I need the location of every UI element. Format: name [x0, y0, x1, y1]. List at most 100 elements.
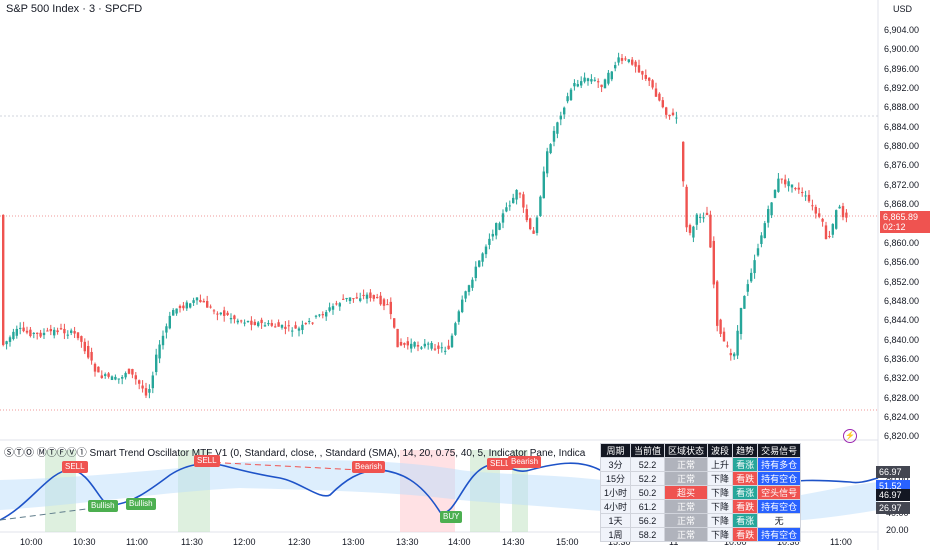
candle-body [223, 310, 226, 316]
candle-body [53, 329, 56, 336]
symbol-title[interactable]: S&P 500 Index · 3 · SPCFD [6, 3, 143, 15]
time-tick-label: 15:30 [608, 537, 631, 547]
candle-body [76, 332, 80, 339]
table-row: 15分 52.2 正常 下降 看跌 持有空仓 [599, 471, 802, 486]
candle-body [573, 83, 576, 87]
candle-body [365, 294, 369, 299]
price-tick-label: 6,880.00 [884, 141, 920, 152]
candle-body [202, 300, 205, 303]
time-tick-label: 11:00 [126, 537, 148, 547]
candle-body [675, 117, 678, 119]
price-tick-label: 6,860.00 [884, 237, 920, 248]
candle-body [393, 318, 396, 328]
price-tick-label: 6,892.00 [884, 83, 920, 94]
candle-body [304, 323, 307, 325]
candle-body [549, 144, 552, 154]
candle-body [685, 186, 688, 228]
candle-body [518, 193, 522, 195]
table-cell: 看跌 [732, 499, 759, 514]
candle-body [838, 206, 841, 209]
candle-body [736, 330, 739, 356]
candle-body [70, 330, 73, 333]
candle-body [185, 302, 188, 309]
candle-body [308, 320, 311, 322]
candle-body [2, 214, 5, 345]
table-cell: 56.2 [630, 513, 666, 528]
price-tick-label: 6,868.00 [884, 199, 920, 210]
candle-body [253, 321, 256, 326]
time-tick-label: 11:30 [181, 537, 203, 547]
time-tick-label: 13:00 [342, 537, 365, 547]
candle-body [15, 328, 18, 336]
table-cell: 下降 [707, 499, 734, 514]
candle-body [362, 294, 365, 296]
candle-body [134, 375, 137, 380]
candle-body [104, 374, 107, 376]
signal-tag: Bearish [508, 456, 542, 468]
candle-body [372, 295, 375, 299]
price-tick-label: 6,900.00 [884, 44, 920, 55]
candle-body [36, 332, 39, 334]
candle-body [182, 305, 185, 309]
candle-body [586, 78, 590, 82]
candle-body [488, 238, 491, 245]
table-header: 趋势 [732, 443, 759, 458]
candle-body [420, 347, 423, 349]
candle-body [454, 323, 457, 335]
candle-body [161, 335, 165, 346]
candle-body [535, 217, 539, 234]
candle-body [338, 303, 341, 307]
candle-body [603, 79, 607, 89]
candle-body [90, 351, 93, 361]
candle-body [566, 96, 569, 102]
candle-body [495, 223, 498, 236]
candle-body [593, 79, 596, 81]
candle-body [440, 347, 443, 349]
candle-body [729, 353, 732, 356]
candle-body [328, 307, 331, 311]
candle-body [760, 235, 763, 244]
candle-body [73, 331, 76, 334]
candle-body [716, 281, 719, 326]
settings-icon[interactable]: ⚡ [843, 429, 857, 443]
table-cell: 1小时 [599, 485, 632, 500]
candle-body [841, 206, 845, 218]
table-cell: 50.2 [630, 485, 666, 500]
candle-body [777, 178, 780, 192]
table-cell: 持有多仓 [757, 457, 802, 472]
price-tick-label: 6,832.00 [884, 373, 920, 384]
time-tick-label: 10:00 [724, 537, 747, 547]
candle-body [114, 376, 117, 380]
candle-body [733, 353, 736, 357]
candle-body [658, 93, 661, 101]
candle-body [450, 335, 454, 348]
candle-body [634, 61, 637, 67]
bar-countdown: 02:12 [883, 222, 906, 232]
table-cell: 58.2 [630, 527, 666, 542]
candle-body [614, 65, 617, 69]
price-tick-label: 6,820.00 [884, 431, 920, 442]
candle-body [559, 115, 562, 120]
candle-body [671, 112, 675, 116]
candle-body [763, 223, 766, 239]
candle-body [325, 312, 328, 317]
candle-body [141, 385, 144, 389]
candle-body [600, 84, 603, 88]
candle-body [447, 345, 450, 350]
indicator-title[interactable]: ⓈⓉⓄ ⓂⓉⒻⓋ① Smart Trend Oscillator MTF V1 … [4, 448, 586, 459]
candle-body [257, 322, 260, 326]
candle-body [695, 214, 698, 225]
candle-body [726, 345, 729, 347]
candle-body [284, 326, 287, 329]
candle-body [335, 303, 338, 305]
time-tick-label: 10:30 [73, 537, 96, 547]
price-tick-label: 6,824.00 [884, 412, 920, 422]
candle-body [641, 71, 644, 75]
candle-body [352, 298, 355, 300]
candle-body [25, 330, 29, 333]
candle-body [610, 71, 613, 80]
table-cell: 看涨 [732, 485, 759, 500]
table-cell: 持有空仓 [757, 527, 802, 542]
candle-body [648, 77, 651, 81]
osc-value-badge: 46.97 [876, 489, 910, 501]
